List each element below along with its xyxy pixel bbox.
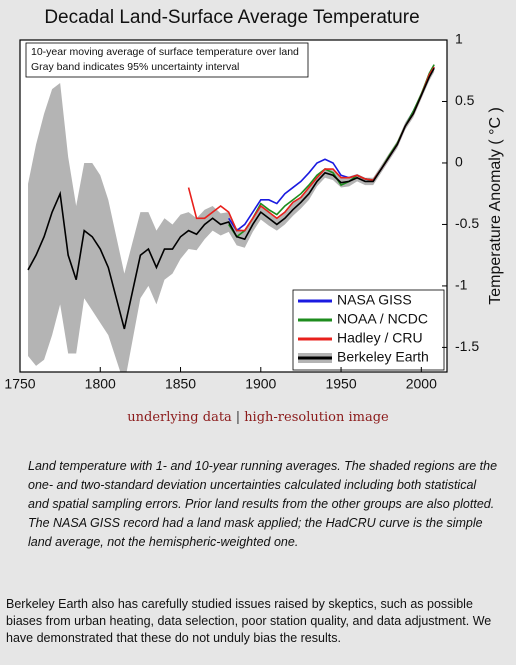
plot-frame (19, 39, 448, 373)
x-tick-label: 1950 (325, 376, 356, 392)
link[interactable]: high-resolution image (244, 410, 389, 425)
y-tick-label: -1.5 (455, 338, 479, 354)
x-tick-label: 2000 (406, 376, 437, 392)
y-tick-label: -1 (455, 277, 468, 293)
annotation: 10-year moving average of surface temper… (31, 46, 299, 58)
links: underlying data | high-resolution image (0, 410, 516, 425)
y-tick-label: 1 (455, 31, 463, 47)
x-tick-label: 1900 (245, 376, 276, 392)
link-separator: | (235, 410, 241, 425)
annotation: Gray band indicates 95% uncertainty inte… (31, 61, 239, 73)
x-tick-label: 1800 (85, 376, 116, 392)
legend: NASA GISS NOAA / NCDC Hadley / CRU Berkeley… (298, 292, 429, 365)
link[interactable]: underlying data (127, 410, 232, 425)
chart: Decadal Land-Surface Average Temperature… (4, 7, 504, 392)
y-tick-label: -0.5 (455, 215, 479, 231)
x-tick-label: 1850 (165, 376, 196, 392)
caption: Land temperature with 1- and 10-year run… (28, 459, 498, 549)
annotation-box (25, 42, 309, 78)
plot-lines (27, 64, 435, 372)
y-tick-label: 0.5 (455, 92, 475, 108)
y-axis-label: Temperature Anomaly ( °C ) (487, 107, 504, 305)
legend-label: NASA GISS (337, 292, 412, 308)
body-text: Berkeley Earth also has carefully studie… (6, 597, 492, 645)
y-tick-label: 0 (455, 154, 463, 170)
chart-title: Decadal Land-Surface Average Temperature (44, 7, 419, 28)
series-line (27, 67, 435, 330)
legend-box (292, 289, 445, 371)
legend-label: Berkeley Earth (337, 349, 429, 365)
x-tick-label: 1750 (4, 376, 35, 392)
legend-label: NOAA / NCDC (337, 311, 428, 327)
legend-label: Hadley / CRU (337, 330, 423, 346)
